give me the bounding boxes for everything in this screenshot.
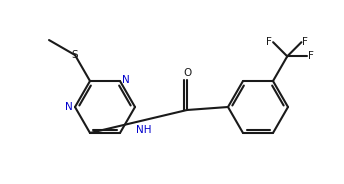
Text: F: F xyxy=(266,37,272,47)
Text: F: F xyxy=(302,37,308,47)
Text: O: O xyxy=(183,68,191,78)
Text: F: F xyxy=(308,51,314,61)
Text: N: N xyxy=(122,75,130,85)
Text: S: S xyxy=(72,50,78,60)
Text: NH: NH xyxy=(136,125,151,135)
Text: N: N xyxy=(65,102,73,112)
